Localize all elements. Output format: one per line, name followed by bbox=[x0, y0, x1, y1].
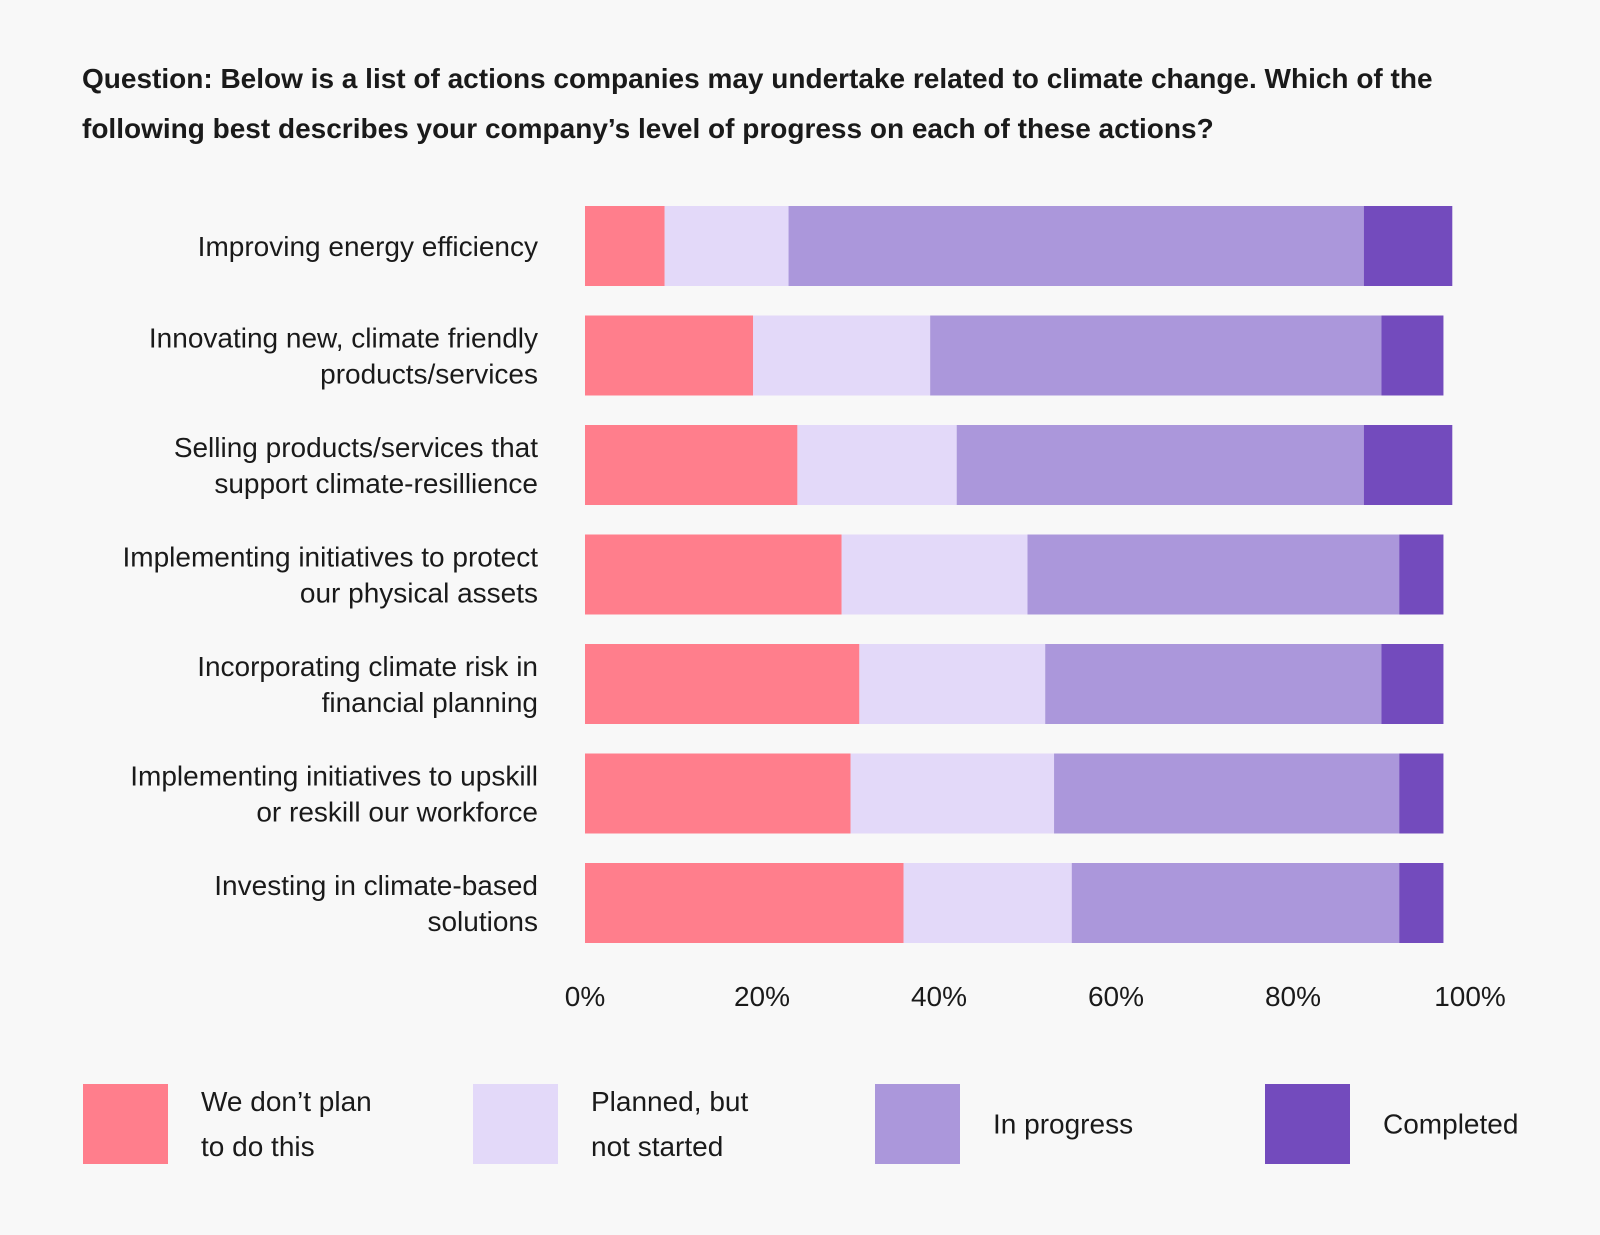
category-label: Implementing initiatives to upskill or re… bbox=[130, 761, 538, 828]
category-label: Improving energy efficiency bbox=[198, 231, 538, 262]
bar-segment bbox=[841, 534, 1028, 615]
bar-segment bbox=[859, 644, 1046, 724]
legend-swatch bbox=[83, 1084, 168, 1164]
legend-label: We don’t plan to do this bbox=[201, 1086, 372, 1162]
category-label: Investing in climate-based solutions bbox=[214, 870, 538, 937]
legend-label: Completed bbox=[1383, 1108, 1519, 1140]
bar-segment bbox=[1381, 644, 1444, 724]
bar-segment bbox=[1363, 425, 1453, 505]
bar-segment bbox=[1399, 863, 1444, 943]
legend-swatch bbox=[473, 1084, 558, 1164]
category-label: Innovating new, climate friendly products… bbox=[149, 323, 538, 390]
question-title: Question: Below is a list of actions com… bbox=[82, 63, 1433, 144]
legend-swatch bbox=[1265, 1084, 1350, 1164]
bar-segment bbox=[1363, 206, 1453, 286]
x-tick-label: 0% bbox=[565, 981, 605, 1012]
bar-segment bbox=[850, 753, 1055, 834]
bar-segment bbox=[1399, 753, 1444, 834]
bar-segment bbox=[930, 315, 1382, 396]
legend-label: Planned, but not started bbox=[591, 1086, 749, 1162]
bar-segment bbox=[956, 425, 1364, 505]
bar-segment bbox=[585, 425, 798, 505]
category-label: Incorporating climate risk in financial p… bbox=[197, 651, 538, 718]
bar-segment bbox=[753, 315, 931, 396]
bar-segment bbox=[664, 206, 789, 286]
bar-segment bbox=[903, 863, 1072, 943]
x-tick-label: 60% bbox=[1088, 981, 1144, 1012]
bar-segment bbox=[1071, 863, 1400, 943]
bar-segment bbox=[1399, 534, 1444, 615]
legend-swatch bbox=[875, 1084, 960, 1164]
bar-segment bbox=[585, 315, 754, 396]
stacked-bar-chart: Improving energy efficiency Innovating ne… bbox=[122, 206, 1506, 1012]
bar-segment bbox=[585, 753, 851, 834]
bar-segment bbox=[585, 644, 860, 724]
bar-segment bbox=[585, 206, 665, 286]
x-tick-label: 40% bbox=[911, 981, 967, 1012]
legend-label: In progress bbox=[993, 1108, 1134, 1140]
bar-segment bbox=[788, 206, 1364, 286]
x-tick-label: 100% bbox=[1434, 981, 1506, 1012]
bar-segment bbox=[797, 425, 957, 505]
bar-segment bbox=[1045, 644, 1382, 724]
bar-segment bbox=[585, 534, 842, 615]
bar-segment bbox=[1027, 534, 1400, 615]
bar-segment bbox=[1381, 315, 1444, 396]
category-label: Implementing initiatives to protect our p… bbox=[122, 542, 538, 609]
bar-segment bbox=[585, 863, 904, 943]
x-tick-label: 20% bbox=[734, 981, 790, 1012]
x-tick-label: 80% bbox=[1265, 981, 1321, 1012]
category-label: Selling products/services that support cl… bbox=[174, 432, 538, 499]
bar-segment bbox=[1054, 753, 1400, 834]
